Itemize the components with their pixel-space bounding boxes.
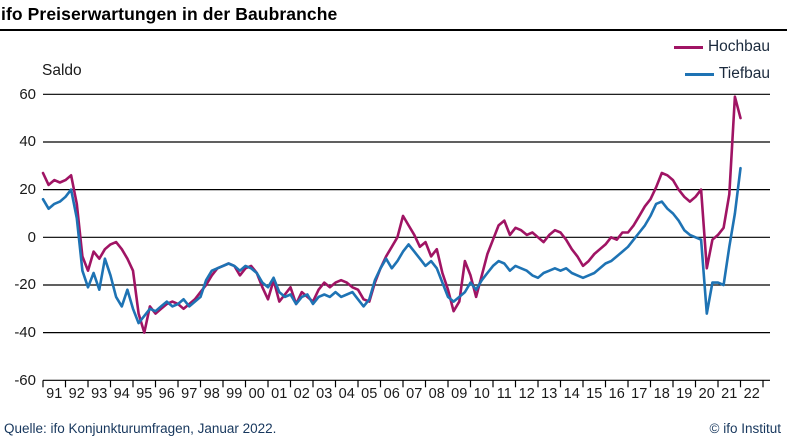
y-axis-title: Saldo [42,62,82,79]
x-axis-label-08: 08 [428,386,445,402]
x-axis-label-09: 09 [451,386,468,402]
x-axis-label-04: 04 [338,386,355,402]
x-axis-label-22: 22 [743,386,760,402]
tiefbau-line-swatch [684,72,714,76]
x-axis-label-92: 92 [68,386,85,402]
legend-item-hochbau: Hochbau [673,38,770,56]
x-axis-label-18: 18 [653,386,670,402]
y-axis-label-40: 40 [19,133,36,151]
x-axis-label-95: 95 [136,386,153,402]
copyright-note: © ifo Institut [709,421,781,436]
x-axis-label-05: 05 [361,386,378,402]
x-axis-label-97: 97 [181,386,198,402]
hochbau-line [41,95,742,334]
x-axis-label-91: 91 [46,386,63,402]
x-axis-label-12: 12 [518,386,535,402]
x-axis-label-14: 14 [563,386,580,402]
tiefbau-line [41,166,742,325]
x-axis-label-10: 10 [473,386,490,402]
x-axis-label-98: 98 [203,386,220,402]
x-axis-label-15: 15 [586,386,603,402]
y-axis-label-60: 60 [19,85,36,103]
chart-title: ifo Preiserwartungen in der Baubranche [1,4,338,24]
x-axis-label-99: 99 [226,386,243,402]
x-axis-label-01: 01 [271,386,288,402]
y-axis-label-0: 0 [27,228,36,246]
legend-item-tiefbau: Tiefbau [684,65,770,83]
x-axis-label-07: 07 [406,386,423,402]
y-axis-label-20: 20 [19,181,36,199]
y-axis-label--20: -20 [14,276,36,294]
x-axis-label-21: 21 [721,386,738,402]
x-axis-label-19: 19 [676,386,693,402]
x-axis-label-00: 00 [248,386,265,402]
x-axis-label-13: 13 [541,386,558,402]
x-axis-label-11: 11 [496,386,512,402]
y-axis-label--60: -60 [14,371,36,389]
source-note: Quelle: ifo Konjunkturumfragen, Januar 2… [4,421,277,436]
x-axis-label-94: 94 [113,386,130,402]
legend-label-tiefbau: Tiefbau [718,65,770,82]
x-axis-label-93: 93 [91,386,108,402]
x-axis-label-02: 02 [293,386,310,402]
x-axis-label-06: 06 [383,386,400,402]
x-axis-label-16: 16 [608,386,625,402]
legend-label-hochbau: Hochbau [707,38,770,55]
y-axis-label--40: -40 [14,324,36,342]
x-axis-label-20: 20 [698,386,715,402]
x-axis-label-17: 17 [631,386,648,402]
legend: Hochbau Tiefbau [673,38,770,83]
x-axis-label-96: 96 [158,386,175,402]
x-axis-label-03: 03 [316,386,333,402]
title-rule [0,29,787,31]
hochbau-line-swatch [673,45,703,49]
